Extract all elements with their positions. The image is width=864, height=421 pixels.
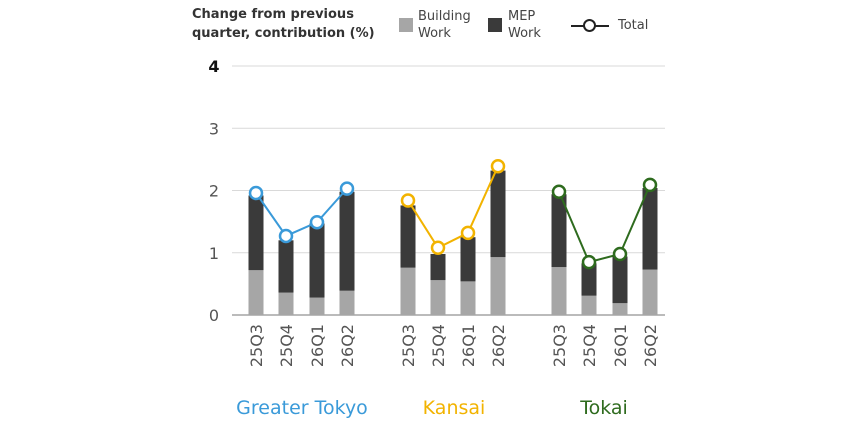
- x-tick-label: 25Q4: [429, 324, 448, 367]
- total-point: [400, 193, 416, 208]
- x-tick-label: 25Q3: [247, 324, 266, 367]
- x-tick-label: 25Q3: [550, 324, 569, 367]
- bar-building-work: [278, 292, 294, 315]
- x-tick-label: 26Q2: [489, 324, 508, 367]
- y-tick-label: 3: [209, 119, 219, 138]
- group-label: Greater Tokyo: [236, 397, 368, 419]
- total-point: [278, 228, 294, 244]
- bar-mep-work: [278, 240, 294, 293]
- bar-building-work: [430, 280, 446, 315]
- bar-mep-work: [339, 191, 355, 291]
- legend-building-swatch: [399, 18, 413, 32]
- bar-mep-work: [551, 194, 567, 268]
- total-point: [430, 240, 446, 256]
- total-point: [460, 225, 476, 241]
- y-tick-label: 2: [209, 182, 219, 201]
- bar-building-work: [339, 290, 355, 315]
- total-point: [642, 177, 658, 193]
- bar-building-work: [309, 297, 325, 315]
- x-tick-label: 25Q3: [399, 324, 418, 367]
- bar-mep-work: [248, 195, 264, 271]
- x-tick-label: 25Q4: [277, 324, 296, 367]
- x-tick-label: 25Q4: [580, 324, 599, 367]
- bar-building-work: [460, 281, 476, 315]
- bar-building-work: [551, 267, 567, 315]
- y-tick-label: 4: [208, 57, 219, 76]
- legend-total-marker: [583, 19, 596, 32]
- total-point: [551, 184, 567, 199]
- total-point: [490, 158, 506, 174]
- bar-building-work: [490, 257, 506, 315]
- bar-mep-work: [642, 188, 658, 270]
- y-axis-label: Change from previous quarter, contributi…: [192, 7, 375, 41]
- bar-building-work: [400, 267, 416, 315]
- x-tick-label: 26Q2: [641, 324, 660, 367]
- bar-building-work: [642, 269, 658, 315]
- y-tick-label: 0: [209, 306, 219, 325]
- bar-mep-work: [612, 256, 628, 304]
- legend-mep-label: MEP Work: [508, 9, 541, 41]
- x-tick-label: 26Q1: [308, 324, 327, 367]
- y-tick-label: 1: [209, 244, 219, 263]
- total-line: [558, 184, 651, 264]
- legend-mep-swatch: [488, 18, 502, 32]
- bar-building-work: [612, 303, 628, 315]
- total-point: [309, 214, 325, 230]
- bar-mep-work: [430, 253, 446, 281]
- total-point: [581, 254, 597, 270]
- total-point: [339, 181, 355, 196]
- x-tick-label: 26Q1: [459, 324, 478, 367]
- bar-mep-work: [400, 205, 416, 268]
- group-label: Tokai: [579, 397, 628, 419]
- total-line: [407, 165, 499, 250]
- total-line: [255, 187, 348, 238]
- bar-mep-work: [460, 237, 476, 282]
- bar-mep-work: [309, 223, 325, 298]
- total-point: [612, 246, 628, 262]
- total-point: [248, 185, 264, 201]
- bar-mep-work: [581, 263, 597, 296]
- x-tick-label: 26Q1: [611, 324, 630, 367]
- legend-total-label: Total: [618, 18, 649, 33]
- bar-mep-work: [490, 170, 506, 258]
- x-tick-label: 26Q2: [338, 324, 357, 367]
- legend-building-label: Building Work: [418, 9, 471, 41]
- bar-building-work: [248, 270, 264, 315]
- group-label: Kansai: [423, 397, 486, 419]
- bar-building-work: [581, 295, 597, 315]
